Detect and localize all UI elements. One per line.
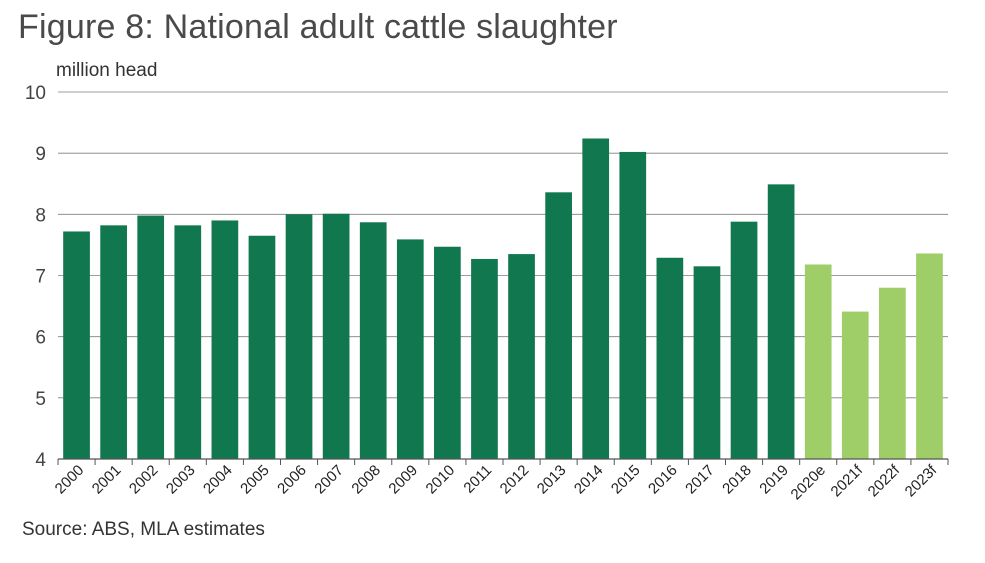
bar-2013 — [545, 192, 572, 459]
x-tick-label-2022f: 2022f — [865, 461, 904, 500]
bar-2003 — [174, 225, 202, 459]
bar-2023f — [916, 253, 943, 459]
bar-2008 — [359, 222, 387, 459]
x-tick-label-2005: 2005 — [237, 462, 273, 498]
source-note: Source: ABS, MLA estimates — [22, 519, 265, 540]
bar-2014 — [582, 138, 610, 460]
y-axis-unit-label: million head — [56, 60, 158, 81]
x-tick-label-2009: 2009 — [385, 462, 421, 498]
bar-2011 — [471, 258, 498, 459]
x-tick-label-2000: 2000 — [52, 462, 88, 498]
y-tick-label-4: 4 — [35, 450, 46, 471]
x-tick-label-2023f: 2023f — [902, 461, 941, 500]
x-tick-label-2006: 2006 — [274, 462, 310, 498]
y-tick-label-10: 10 — [25, 83, 46, 104]
y-tick-label-8: 8 — [35, 205, 46, 226]
x-tick-label-2011: 2011 — [460, 462, 495, 497]
bar-2004 — [211, 220, 239, 459]
bar-2021f — [841, 311, 869, 459]
bar-2005 — [248, 235, 276, 459]
y-tick-label-9: 9 — [35, 144, 46, 165]
x-tick-label-2016: 2016 — [645, 462, 681, 498]
x-tick-label-2015: 2015 — [608, 462, 644, 498]
x-tick-label-2014: 2014 — [571, 462, 607, 498]
x-tick-label-2007: 2007 — [311, 462, 347, 498]
bar-2018 — [730, 221, 758, 459]
bar-2006 — [285, 214, 313, 459]
bar-2010 — [434, 246, 461, 459]
x-tick-label-2019: 2019 — [756, 462, 792, 498]
y-tick-label-7: 7 — [35, 267, 46, 288]
x-tick-label-2001: 2001 — [89, 462, 125, 498]
x-tick-label-2018: 2018 — [719, 462, 755, 498]
bar-2000 — [63, 231, 90, 459]
bar-2009 — [396, 239, 424, 459]
x-tick-label-2002: 2002 — [126, 462, 162, 498]
x-tick-label-2021f: 2021f — [828, 461, 867, 500]
bar-2002 — [137, 215, 165, 459]
chart-title: Figure 8: National adult cattle slaughte… — [18, 8, 618, 46]
x-tick-label-2008: 2008 — [348, 462, 384, 498]
x-tick-label-2013: 2013 — [534, 462, 570, 498]
bar-2020e — [804, 264, 832, 459]
x-tick-label-2010: 2010 — [423, 462, 459, 498]
y-tick-label-6: 6 — [35, 328, 46, 349]
y-tick-label-5: 5 — [35, 389, 46, 410]
x-tick-label-2020e: 2020e — [788, 462, 830, 504]
bar-2012 — [508, 254, 535, 459]
x-tick-label-2004: 2004 — [200, 462, 236, 498]
bar-2015 — [619, 151, 647, 459]
x-tick-label-2017: 2017 — [682, 462, 718, 498]
bar-2007 — [322, 213, 350, 459]
bar-2001 — [100, 225, 127, 459]
bar-2022f — [879, 287, 906, 459]
x-tick-label-2012: 2012 — [497, 462, 533, 498]
x-tick-label-2003: 2003 — [163, 462, 199, 498]
bar-2017 — [693, 266, 721, 459]
bar-2019 — [767, 184, 795, 460]
bar-2016 — [656, 257, 684, 459]
